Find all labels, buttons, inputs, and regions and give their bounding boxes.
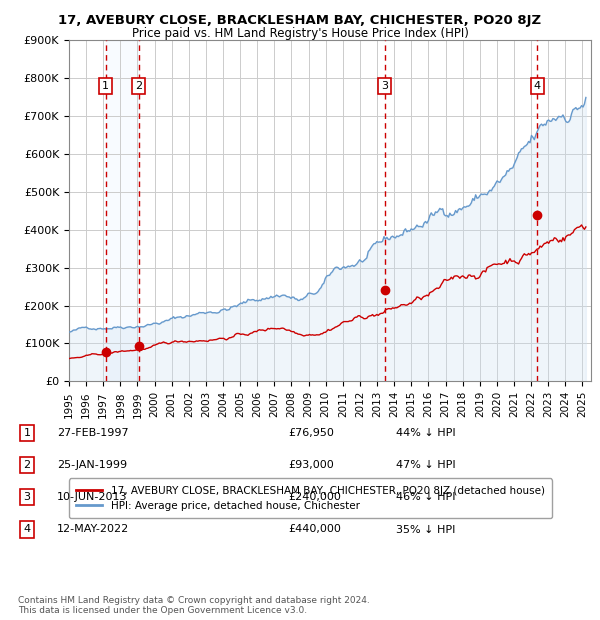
Text: 46% ↓ HPI: 46% ↓ HPI	[396, 492, 455, 502]
Text: 1: 1	[23, 428, 31, 438]
Text: 27-FEB-1997: 27-FEB-1997	[57, 428, 128, 438]
Text: Contains HM Land Registry data © Crown copyright and database right 2024.
This d: Contains HM Land Registry data © Crown c…	[18, 596, 370, 615]
Text: £76,950: £76,950	[288, 428, 334, 438]
Text: 12-MAY-2022: 12-MAY-2022	[57, 525, 129, 534]
Text: Price paid vs. HM Land Registry's House Price Index (HPI): Price paid vs. HM Land Registry's House …	[131, 27, 469, 40]
Text: 4: 4	[533, 81, 541, 91]
Text: 3: 3	[381, 81, 388, 91]
Legend: 17, AVEBURY CLOSE, BRACKLESHAM BAY, CHICHESTER, PO20 8JZ (detached house), HPI: : 17, AVEBURY CLOSE, BRACKLESHAM BAY, CHIC…	[69, 479, 552, 518]
Text: 3: 3	[23, 492, 31, 502]
Bar	[106, 40, 139, 381]
Text: 17, AVEBURY CLOSE, BRACKLESHAM BAY, CHICHESTER, PO20 8JZ: 17, AVEBURY CLOSE, BRACKLESHAM BAY, CHIC…	[58, 14, 542, 27]
Text: 4: 4	[23, 525, 31, 534]
Text: 2: 2	[23, 460, 31, 470]
Text: 2: 2	[135, 81, 142, 91]
Text: 25-JAN-1999: 25-JAN-1999	[57, 460, 127, 470]
Text: 1: 1	[102, 81, 109, 91]
Text: £93,000: £93,000	[288, 460, 334, 470]
Text: £240,000: £240,000	[288, 492, 341, 502]
Text: £440,000: £440,000	[288, 525, 341, 534]
Text: 10-JUN-2013: 10-JUN-2013	[57, 492, 128, 502]
Text: 47% ↓ HPI: 47% ↓ HPI	[396, 460, 455, 470]
Text: 35% ↓ HPI: 35% ↓ HPI	[396, 525, 455, 534]
Text: 44% ↓ HPI: 44% ↓ HPI	[396, 428, 455, 438]
